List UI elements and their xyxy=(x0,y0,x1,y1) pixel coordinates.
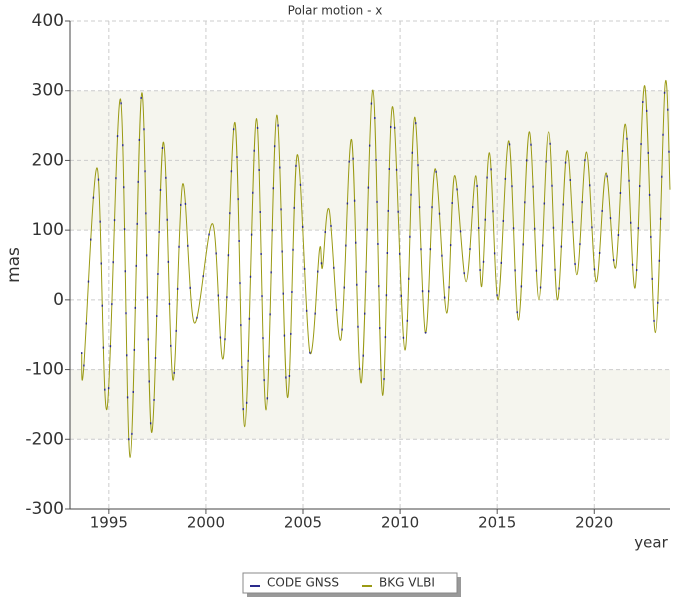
x-tick-label: 2005 xyxy=(284,514,322,532)
y-tick-label: 0 xyxy=(53,290,64,310)
y-tick-label: 400 xyxy=(32,11,64,31)
x-axis-label: year xyxy=(634,534,668,552)
band xyxy=(70,369,670,440)
legend-label: BKG VLBI xyxy=(379,576,435,590)
y-tick-label: -100 xyxy=(25,360,64,380)
y-tick-label: 200 xyxy=(32,150,64,170)
y-axis-label: mas xyxy=(4,247,24,283)
x-tick-label: 2010 xyxy=(381,514,419,532)
y-tick-label: 100 xyxy=(32,220,64,240)
legend-label: CODE GNSS xyxy=(267,576,339,590)
x-tick-label: 1995 xyxy=(90,514,128,532)
y-tick-label: -200 xyxy=(25,429,64,449)
legend-box xyxy=(242,572,458,594)
y-tick-label: -300 xyxy=(25,499,64,519)
series-line xyxy=(81,80,671,458)
x-tick-label: 2015 xyxy=(478,514,516,532)
x-tick-label: 2020 xyxy=(575,514,613,532)
x-tick-label: 2000 xyxy=(187,514,225,532)
y-tick-label: 300 xyxy=(32,81,64,101)
chart-title: Polar motion - x xyxy=(288,4,383,18)
